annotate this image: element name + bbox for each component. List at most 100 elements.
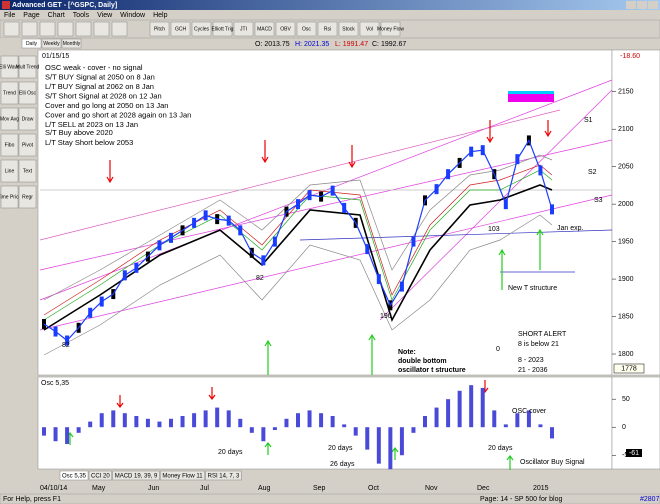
left-tool-button[interactable] [0,55,19,79]
osc-tick-label: 0 [622,424,626,431]
chart-label: Jan exp. [557,225,584,232]
osc-bar [249,427,254,433]
y-tick-label: 2150 [618,89,634,96]
osc-bar [88,421,93,428]
axis-price-box [613,363,645,374]
indicator-tab[interactable] [59,470,89,481]
tool-icon[interactable] [57,21,74,37]
left-tool-button[interactable] [0,107,19,131]
left-tool-button[interactable] [0,133,19,157]
annotation: L/T Stay Short below 2053 [45,138,133,147]
tool-icon[interactable] [111,21,128,37]
osc-bar [238,418,243,428]
quote-open: O: 2013.75 [255,41,290,48]
date-label: Dec [477,485,490,492]
minimize[interactable] [626,1,636,9]
osc-bar [215,407,220,428]
left-tool-button[interactable] [0,81,19,105]
tool-button[interactable] [233,21,254,37]
date-label: 04/10/14 [40,485,67,492]
tool-button[interactable] [254,21,275,37]
osc-current-box [626,449,642,457]
tool-button[interactable] [170,21,191,37]
left-tool-button[interactable] [18,107,37,131]
menu-item[interactable]: Help [153,12,168,19]
osc-bar [76,427,81,433]
left-tool-button[interactable] [0,185,19,209]
menu-item[interactable]: View [97,12,113,19]
tool-button[interactable] [191,21,212,37]
tool-button[interactable] [275,21,296,37]
annotation: Cover and go short at 2028 again on 13 J… [45,110,191,119]
osc-bar [272,427,277,431]
osc-bar [226,410,231,428]
left-tool-button[interactable] [18,133,37,157]
timeframe-tab[interactable] [61,38,82,49]
tool-button[interactable] [380,21,401,37]
tool-icon[interactable] [21,21,38,37]
left-tool-button[interactable] [18,159,37,183]
note: double bottom [398,358,447,365]
maximize[interactable] [637,1,647,9]
short-alert: 21 - 2036 [518,367,548,374]
indicator-tab-label: CCI 20 [91,474,110,480]
tool-button[interactable] [359,21,380,37]
indicator-tab-label: MACD 19, 39, 9 [115,474,158,480]
y-tick-label: 2000 [618,201,634,208]
date-label: 2015 [533,485,549,492]
osc-bar [261,427,266,442]
target-box [508,94,554,102]
tool-button-label: Cycles [194,26,210,32]
osc-bar [203,410,208,428]
menu-item[interactable]: Window [120,12,146,19]
y-tick-label: 2100 [618,126,634,133]
indicator-tab[interactable] [88,470,112,481]
indicator-tab-label: Osc 5,35 [62,474,87,480]
status-help: For Help, press F1 [3,496,61,503]
status-bar [0,493,660,504]
menu-item[interactable]: Page [23,12,39,19]
note: Note: [398,349,416,356]
short-alert: SHORT ALERT [518,331,567,338]
date-label: Jun [148,485,159,492]
timeframe-tab[interactable] [41,38,62,49]
tool-button-label: OBV [280,26,291,32]
tool-button[interactable] [212,21,233,37]
tool-button-label: JTI [240,26,247,32]
title-bar [0,0,660,10]
tool-button[interactable] [149,21,170,37]
left-tool-button[interactable] [18,81,37,105]
tool-icon[interactable] [39,21,56,37]
tool-button[interactable] [338,21,359,37]
menu-item[interactable]: Chart [48,12,65,19]
chart-label: 82 [256,275,264,282]
price-panel [37,49,613,376]
tool-button[interactable] [296,21,317,37]
indicator-tab[interactable] [112,470,160,481]
close[interactable] [648,1,658,9]
osc-bar [503,424,508,428]
quote-high: H: 2021.35 [295,41,329,48]
left-tool-label: Mov Avg [0,116,19,122]
tool-button[interactable] [317,21,338,37]
osc-current-label: -61 [629,450,639,457]
tool-icon[interactable] [93,21,110,37]
timeframe-tab[interactable] [21,38,42,49]
indicator-tab[interactable] [160,470,205,481]
tool-icon[interactable] [75,21,92,37]
date-label: Nov [425,485,438,492]
left-tool-label: Fibo [5,142,15,148]
menu-item[interactable]: File [4,12,15,19]
osc-bar [515,413,520,428]
menu-item[interactable]: Tools [73,12,90,19]
tool-button-label: Elliott Trig [212,26,234,32]
left-tool-button[interactable] [0,159,19,183]
osc-label: 20 days [488,445,513,452]
indicator-tab[interactable] [205,470,242,481]
osc-bar [111,410,116,428]
left-tool-button[interactable] [18,185,37,209]
left-tool-button[interactable] [18,55,37,79]
tool-icon[interactable] [3,21,20,37]
app-icon [2,1,10,9]
